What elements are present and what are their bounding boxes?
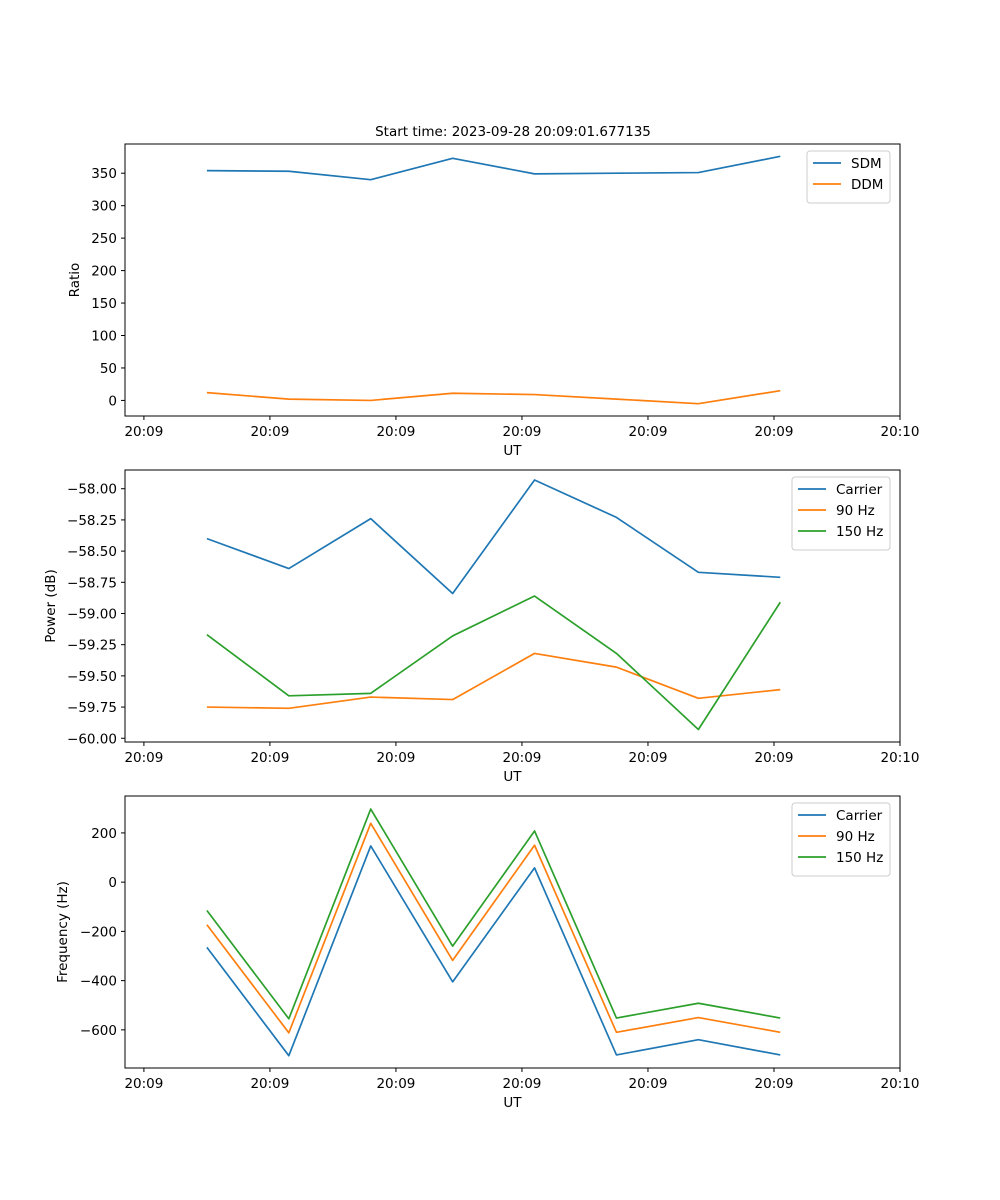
x-tick-label: 20:09 [250, 750, 289, 766]
legend-label-150-hz: 150 Hz [836, 850, 883, 866]
x-tick-label: 20:09 [250, 1076, 289, 1092]
y-tick-label: 50 [100, 361, 117, 377]
y-tick-label: −58.25 [67, 513, 117, 529]
x-tick-label: 20:09 [629, 424, 668, 440]
y-tick-label: −60.00 [67, 731, 117, 747]
y-tick-label: 300 [91, 199, 117, 215]
axes-frame [124, 143, 901, 417]
x-tick-label: 20:10 [881, 1076, 920, 1092]
y-axis-label: Frequency (Hz) [55, 881, 71, 983]
legend-label-sdm: SDM [851, 156, 882, 172]
legend: Carrier 90 Hz 150 Hz [791, 802, 891, 877]
legend-label-carrier: Carrier [836, 808, 883, 824]
x-tick-label: 20:09 [124, 750, 163, 766]
y-tick-label: 250 [91, 231, 117, 247]
y-axis-label: Ratio [67, 263, 83, 298]
x-tick-label: 20:10 [881, 424, 920, 440]
y-tick-label: 100 [91, 329, 117, 345]
x-tick-label: 20:09 [502, 424, 541, 440]
legend-label-150-hz: 150 Hz [836, 524, 883, 540]
series-line-ddm [206, 389, 781, 405]
ratio-panel: 20:09 20:09 20:09 20:09 20:09 20:09 20:10 0 50 10… [67, 143, 920, 459]
figure-title: Start time: 2023-09-28 20:09:01.677135 [375, 124, 651, 140]
x-tick-label: 20:09 [124, 424, 163, 440]
legend: Carrier 90 Hz 150 Hz [791, 476, 891, 551]
y-tick-label: −600 [80, 1023, 117, 1039]
legend-label-ddm: DDM [851, 177, 883, 193]
legend-label-90-hz: 90 Hz [836, 829, 875, 845]
x-tick-label: 20:09 [629, 750, 668, 766]
series-line-sdm [206, 155, 781, 181]
y-tick-label: −58.50 [67, 544, 117, 560]
legend-box [806, 150, 891, 204]
legend-label-carrier: Carrier [836, 482, 883, 498]
x-tick-label: 20:10 [881, 750, 920, 766]
y-tick-label: 200 [91, 826, 117, 842]
axes-frame [124, 469, 901, 743]
series-line-carrier [206, 845, 781, 1057]
y-tick-label: −200 [80, 924, 117, 940]
y-tick-label: −59.25 [67, 638, 117, 654]
y-tick-label: −58.00 [67, 482, 117, 498]
x-tick-label: 20:09 [124, 1076, 163, 1092]
x-tick-label: 20:09 [502, 1076, 541, 1092]
y-tick-label: −59.00 [67, 606, 117, 622]
y-tick-label: −58.75 [67, 575, 117, 591]
x-tick-label: 20:09 [755, 750, 794, 766]
y-tick-label: −59.50 [67, 669, 117, 685]
x-tick-label: 20:09 [376, 750, 415, 766]
x-tick-label: 20:09 [376, 1076, 415, 1092]
axes-frame [124, 795, 901, 1069]
y-axis-label: Power (dB) [43, 569, 59, 642]
y-tick-label: −400 [80, 974, 117, 990]
x-axis-label: UT [503, 769, 522, 785]
x-axis-label: UT [503, 1095, 522, 1111]
x-tick-label: 20:09 [755, 424, 794, 440]
y-tick-label: 350 [91, 166, 117, 182]
y-tick-label: 0 [108, 875, 117, 891]
y-tick-label: 0 [108, 393, 117, 409]
frequency-panel: 20:09 20:09 20:09 20:09 20:09 20:09 20:10 −600 −… [55, 795, 920, 1111]
x-tick-label: 20:09 [376, 424, 415, 440]
legend: SDM DDM [806, 150, 891, 204]
series-line-90-hz [206, 822, 781, 1034]
series-line-150-hz [206, 595, 781, 731]
power-panel: 20:09 20:09 20:09 20:09 20:09 20:09 20:10 −60.0… [43, 469, 920, 785]
x-tick-label: 20:09 [629, 1076, 668, 1092]
y-tick-label: 150 [91, 296, 117, 312]
y-tick-label: −59.75 [67, 700, 117, 716]
x-tick-label: 20:09 [755, 1076, 794, 1092]
x-tick-label: 20:09 [502, 750, 541, 766]
series-line-carrier [206, 479, 781, 595]
x-tick-label: 20:09 [250, 424, 289, 440]
legend-label-90-hz: 90 Hz [836, 503, 875, 519]
series-line-90-hz [206, 652, 781, 710]
series-line-150-hz [206, 808, 781, 1020]
y-tick-label: 200 [91, 264, 117, 280]
x-axis-label: UT [503, 443, 522, 459]
